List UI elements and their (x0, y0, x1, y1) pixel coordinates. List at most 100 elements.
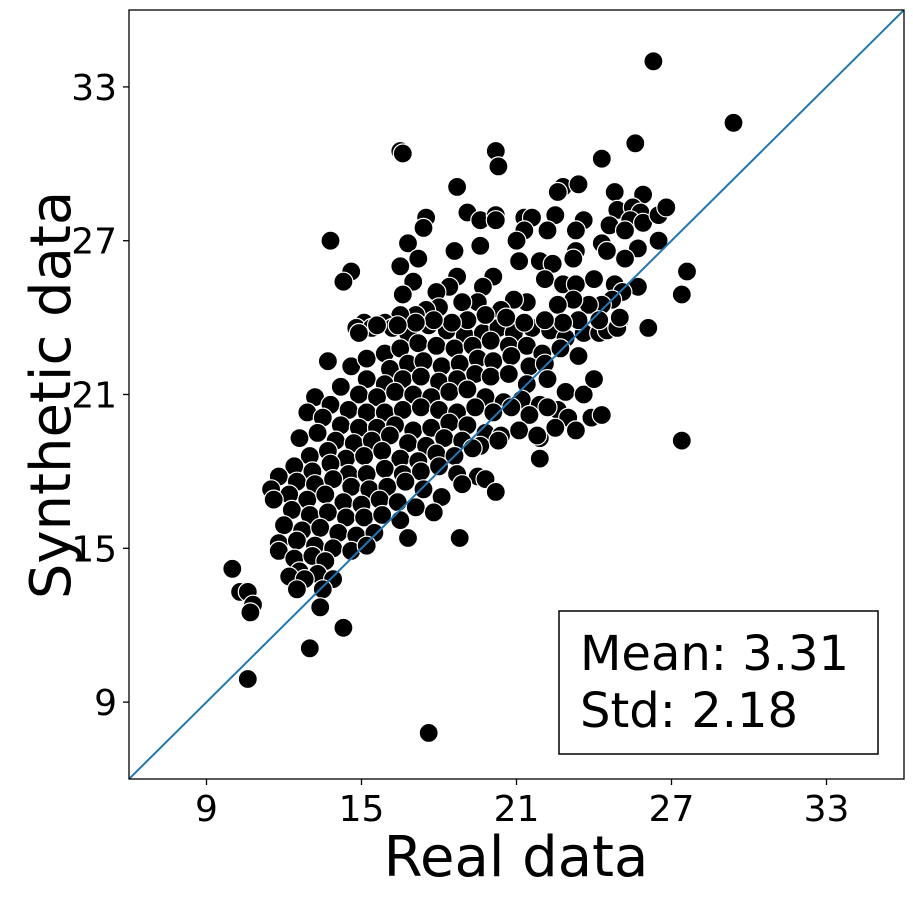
data-point (240, 602, 261, 623)
data-point (286, 579, 307, 600)
data-point (385, 381, 406, 402)
data-point (568, 345, 589, 367)
data-point (568, 174, 589, 195)
data-point (348, 322, 369, 344)
data-point (671, 284, 692, 305)
data-point (356, 348, 377, 369)
data-point (397, 233, 419, 254)
data-point (519, 404, 540, 426)
x-tick-label: 27 (649, 789, 695, 830)
data-point (457, 379, 478, 400)
data-point (496, 307, 517, 328)
data-point (315, 484, 336, 505)
data-point (462, 438, 483, 459)
data-point (390, 256, 411, 277)
data-point (508, 251, 530, 272)
data-point (423, 310, 444, 331)
x-axis-ticks: 9 15 21 27 33 (195, 779, 849, 830)
data-point (609, 307, 630, 328)
points-layer (222, 51, 744, 744)
stats-box (558, 610, 879, 755)
identity-reference-line (129, 10, 904, 779)
data-point (470, 235, 491, 256)
data-point (591, 404, 612, 426)
y-tick-label: 27 (71, 222, 117, 263)
data-point (596, 240, 618, 262)
data-point (237, 668, 258, 690)
y-axis-label: Synthetic data (19, 191, 84, 599)
data-point (413, 217, 434, 238)
data-point (501, 397, 522, 418)
data-point (565, 420, 587, 441)
data-point (465, 397, 486, 418)
x-tick-label: 21 (494, 789, 540, 830)
data-point (310, 517, 331, 538)
data-point (563, 248, 584, 269)
y-tick-label: 9 (94, 683, 117, 724)
data-point (320, 230, 341, 251)
data-point (485, 210, 506, 231)
data-point (392, 143, 413, 164)
data-point (643, 51, 664, 72)
x-axis-label: Real data (384, 825, 649, 890)
data-point (638, 317, 659, 338)
data-point (488, 156, 509, 177)
data-point (273, 515, 295, 536)
data-point (534, 310, 556, 331)
data-point (222, 558, 243, 579)
data-point (387, 492, 408, 513)
data-point (286, 530, 307, 551)
stats-annotation: Mean: 3.31 Std: 2.18 (558, 610, 879, 755)
data-point (656, 197, 677, 218)
data-point (552, 312, 574, 333)
data-point (488, 430, 509, 451)
data-point (676, 261, 698, 282)
data-point (583, 269, 605, 290)
data-point (573, 384, 594, 405)
data-point (537, 369, 558, 390)
data-point (537, 397, 558, 418)
data-point (449, 527, 470, 549)
data-point (356, 535, 377, 556)
data-point (537, 220, 558, 241)
data-point (614, 248, 636, 269)
data-point (547, 181, 568, 203)
data-point (413, 479, 434, 500)
data-point (614, 220, 636, 241)
data-point (452, 292, 473, 313)
data-point (408, 248, 429, 269)
data-point (263, 489, 284, 510)
data-point (483, 402, 504, 423)
data-point (354, 445, 375, 467)
data-point (428, 456, 450, 477)
data-point (397, 527, 419, 549)
data-point (529, 448, 550, 469)
data-point (444, 240, 465, 262)
data-point (545, 417, 566, 438)
data-point (333, 271, 354, 292)
data-point (475, 304, 496, 326)
data-point (723, 112, 744, 133)
data-point (555, 381, 576, 402)
data-point (310, 597, 331, 618)
data-point (485, 481, 506, 502)
data-point (408, 333, 429, 354)
data-point (426, 335, 447, 356)
x-tick-label: 15 (339, 789, 385, 830)
data-point (439, 381, 460, 402)
data-point (418, 722, 439, 744)
y-tick-label: 21 (71, 376, 117, 417)
data-point (392, 284, 413, 305)
data-point (312, 579, 333, 600)
data-point (447, 176, 468, 197)
data-point (534, 269, 556, 290)
data-point (387, 315, 408, 336)
data-point (299, 638, 320, 659)
data-point (390, 509, 411, 531)
data-point (333, 617, 354, 638)
data-point (648, 230, 669, 251)
x-tick-label: 33 (804, 789, 850, 830)
data-point (604, 181, 625, 203)
y-axis-ticks: 9 15 21 27 33 (71, 68, 129, 724)
